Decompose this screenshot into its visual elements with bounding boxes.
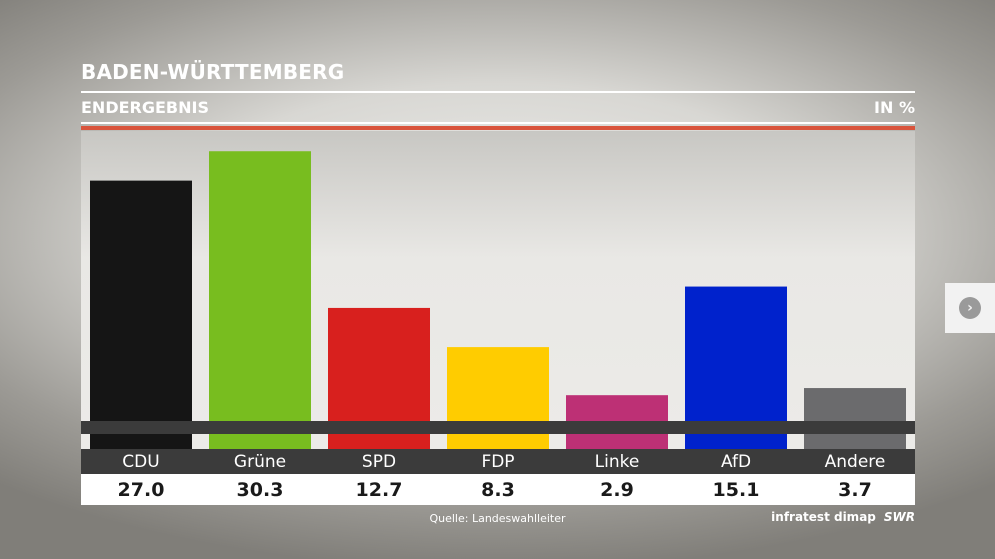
source-note: Quelle: Landeswahlleiter: [429, 512, 566, 525]
bar-base-cdu: [90, 434, 192, 449]
title-divider: [81, 91, 915, 93]
chevron-right-icon: ›: [959, 297, 981, 319]
category-label-spd: SPD: [361, 452, 397, 472]
baseline-band: [81, 421, 915, 434]
brand-logo: SWR: [883, 510, 915, 524]
next-slide-button[interactable]: ›: [945, 283, 995, 333]
bar-base-afd: [685, 434, 787, 449]
bar-base-fdp: [447, 434, 549, 449]
category-label-fdp: FDP: [481, 452, 515, 472]
bar-base-andere: [804, 434, 906, 449]
category-label-andere: Andere: [824, 452, 886, 472]
bar-spd: [328, 307, 430, 421]
bar-chart: [81, 151, 915, 449]
subtitle-divider: [81, 122, 915, 124]
chart-subtitle: ENDERGEBNIS: [81, 98, 209, 117]
bar-grüne: [209, 151, 311, 422]
value-label-afd: 15.1: [712, 479, 760, 501]
category-label-cdu: CDU: [122, 452, 160, 472]
chart-title: BADEN-WÜRTTEMBERG: [81, 60, 345, 84]
bar-cdu: [90, 180, 192, 421]
bar-base-linke: [566, 434, 668, 449]
value-label-cdu: 27.0: [117, 479, 165, 501]
category-label-linke: Linke: [594, 452, 640, 472]
bar-afd: [685, 286, 787, 421]
bar-base-spd: [328, 434, 430, 449]
bar-base-grüne: [209, 434, 311, 449]
category-label-grüne: Grüne: [233, 452, 287, 472]
value-label-linke: 2.9: [600, 479, 634, 501]
bar-linke: [566, 395, 668, 421]
value-label-row: 27.0 30.3 12.7 8.3 2.9 15.1 3.7: [81, 474, 915, 505]
category-label-row: CDU Grüne SPD FDP Linke AfD Andere: [81, 449, 915, 474]
credit-text: infratest dimap: [771, 510, 876, 524]
category-label-afd: AfD: [720, 452, 752, 472]
value-label-andere: 3.7: [838, 479, 872, 501]
bar-andere: [804, 388, 906, 421]
bar-fdp: [447, 347, 549, 421]
value-label-fdp: 8.3: [481, 479, 515, 501]
credit: infratest dimap SWR: [771, 510, 915, 524]
unit-label: IN %: [874, 98, 915, 117]
accent-stripe: [81, 126, 915, 130]
value-label-spd: 12.7: [355, 479, 403, 501]
value-label-grüne: 30.3: [236, 479, 284, 501]
